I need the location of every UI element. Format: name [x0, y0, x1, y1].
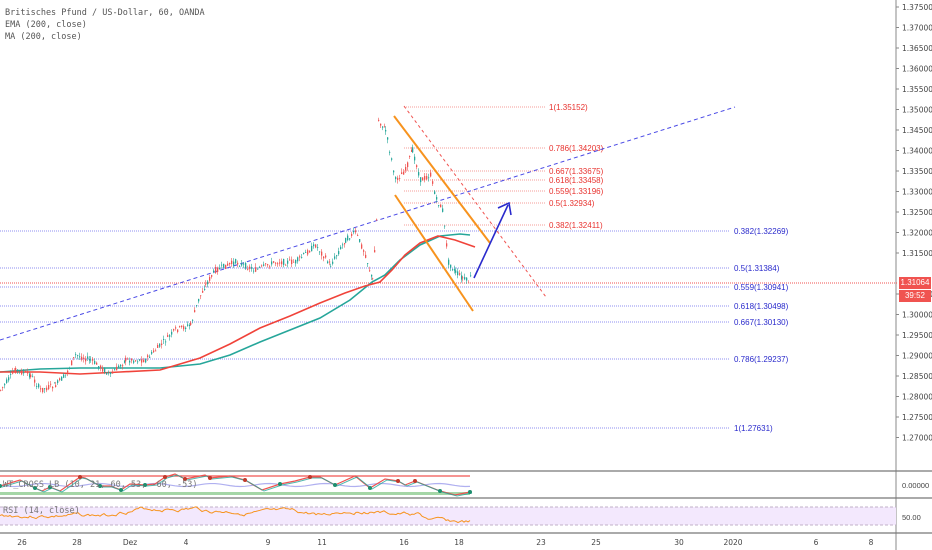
svg-text:1.33500: 1.33500	[902, 167, 932, 176]
projection-arrow[interactable]	[473, 204, 509, 279]
svg-text:1.36000: 1.36000	[902, 65, 932, 74]
ema-legend[interactable]: EMA (200, close)	[5, 20, 87, 30]
svg-text:18: 18	[454, 538, 464, 547]
fib-blue-label: 1(1.27631)	[734, 424, 773, 433]
svg-text:8: 8	[869, 538, 874, 547]
rsi-pane[interactable]	[0, 506, 896, 526]
fib-red-label: 0.559(1.33196)	[549, 187, 604, 196]
svg-text:30: 30	[674, 538, 684, 547]
svg-text:23: 23	[536, 538, 546, 547]
chart-legend: Britisches Pfund / US-Dollar, 60, OANDA …	[5, 7, 205, 43]
fib-blue-label: 0.382(1.32269)	[734, 227, 789, 236]
svg-text:6: 6	[814, 538, 819, 547]
wt-cross-pane[interactable]	[0, 473, 473, 497]
svg-text:1.34500: 1.34500	[902, 126, 932, 135]
current-price-tag: 1.31064	[899, 277, 931, 289]
ma-line	[0, 235, 476, 375]
fib-blue-label: 0.5(1.31384)	[734, 264, 780, 273]
fib-blue-label: 0.559(1.30941)	[734, 283, 789, 292]
ma-legend[interactable]: MA (200, close)	[5, 32, 82, 42]
ascending-trendline[interactable]	[0, 106, 736, 341]
svg-text:1.37500: 1.37500	[902, 3, 932, 12]
wt-zero-value: 0.00000	[902, 481, 930, 490]
svg-text:28: 28	[72, 538, 82, 547]
candlesticks[interactable]	[0, 117, 472, 394]
svg-text:1.32500: 1.32500	[902, 208, 932, 217]
arrow-head-icon	[497, 201, 512, 216]
svg-text:26: 26	[17, 538, 27, 547]
fib-blue-label: 0.618(1.30498)	[734, 302, 789, 311]
rsi-label[interactable]: RSI (14, close)	[3, 506, 80, 516]
fib-red-label: 0.618(1.33458)	[549, 176, 604, 185]
svg-text:9: 9	[266, 538, 271, 547]
svg-text:1.27500: 1.27500	[902, 413, 932, 422]
fib-red-label: 0.667(1.33675)	[549, 167, 604, 176]
fib-blue-label: 0.786(1.29237)	[734, 355, 789, 364]
rsi-level-value: 50.00	[902, 513, 921, 522]
svg-text:1.30000: 1.30000	[902, 311, 932, 320]
svg-text:1.29000: 1.29000	[902, 352, 932, 361]
time-axis[interactable]: 26 28 Dez 4 9 11 16 18 23 25 30 2020 6 8	[17, 538, 873, 547]
countdown-tag: 39:52	[899, 290, 931, 302]
svg-text:1.34000: 1.34000	[902, 147, 932, 156]
fib-red-label: 0.5(1.32934)	[549, 199, 595, 208]
svg-text:16: 16	[399, 538, 409, 547]
svg-text:1.31500: 1.31500	[902, 249, 932, 258]
svg-text:1.35000: 1.35000	[902, 106, 932, 115]
svg-text:1.35500: 1.35500	[902, 85, 932, 94]
svg-text:1.37000: 1.37000	[902, 24, 932, 33]
fib-red-label: 0.786(1.34203)	[549, 144, 604, 153]
svg-text:Dez: Dez	[123, 538, 137, 547]
symbol-title[interactable]: Britisches Pfund / US-Dollar, 60, OANDA	[5, 8, 205, 18]
price-axis[interactable]: 1.37500 1.37000 1.36500 1.36000 1.35500 1.350…	[896, 3, 932, 443]
channel-lower[interactable]	[394, 194, 474, 312]
wt-cross-label[interactable]: WT_CROSS_LB (10, 21, 60, 53, -60, -53)	[3, 480, 198, 490]
svg-text:1.27000: 1.27000	[902, 434, 932, 443]
fib-retracement-blue[interactable]	[0, 230, 730, 429]
svg-text:2020: 2020	[723, 538, 742, 547]
descending-dotted-line[interactable]	[403, 105, 547, 298]
ema-line	[0, 233, 471, 373]
fib-red-label: 1(1.35152)	[549, 103, 588, 112]
fib-blue-label: 0.667(1.30130)	[734, 318, 789, 327]
svg-text:11: 11	[317, 538, 327, 547]
svg-text:4: 4	[184, 538, 189, 547]
channel-upper[interactable]	[393, 115, 491, 244]
fib-retracement-red[interactable]	[404, 106, 545, 226]
svg-text:1.33000: 1.33000	[902, 188, 932, 197]
svg-text:25: 25	[591, 538, 601, 547]
fib-red-label: 0.382(1.32411)	[549, 221, 603, 230]
svg-text:1.29500: 1.29500	[902, 331, 932, 340]
svg-text:1.36500: 1.36500	[902, 44, 932, 53]
svg-text:1.28000: 1.28000	[902, 393, 932, 402]
svg-text:1.32000: 1.32000	[902, 229, 932, 238]
svg-text:1.28500: 1.28500	[902, 372, 932, 381]
